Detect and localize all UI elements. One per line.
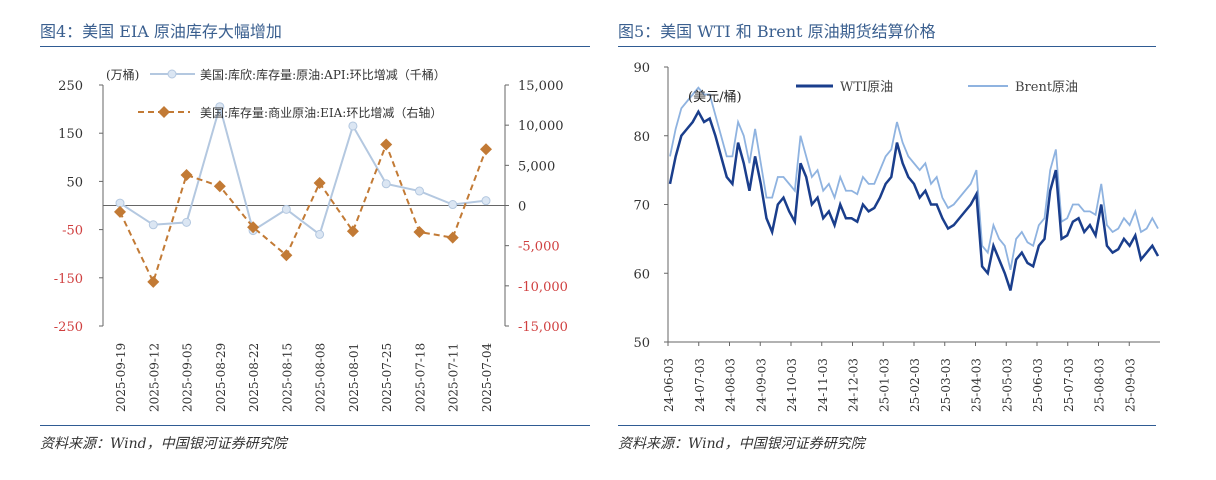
x-tick-label: 2025-07-25	[380, 343, 394, 412]
figure-4: 图4：美国 EIA 原油库存大幅增加 250 150 50 -50 -150 -250 15…	[0, 0, 590, 480]
api-point	[281, 204, 291, 214]
legend-wti-label: WTI原油	[840, 80, 893, 95]
legend-api-label: 美国:库欣:库存量:原油:API:环比增减（千桶）	[200, 67, 446, 82]
figure-5: 图5：美国 WTI 和 Brent 原油期货结算价格 90 80 70 60 50 24-…	[578, 0, 1216, 480]
x-tick-label: 24-11-03	[816, 358, 830, 412]
x-tick-label: 2025-07-11	[447, 343, 461, 412]
unit-label: (美元/桶)	[688, 90, 742, 105]
x-tick-label: 2025-09-05	[181, 343, 195, 412]
legend-eia-label: 美国:库存量:商业原油:EIA:环比增减（右轴）	[200, 105, 442, 120]
api-point	[148, 220, 158, 230]
y-left-tick-label: -250	[54, 320, 83, 335]
x-tick-label: 24-07-03	[693, 358, 707, 412]
y-right-tick-label: -5,000	[518, 240, 560, 255]
eia-point	[147, 275, 160, 288]
api-point	[182, 217, 192, 227]
source-note: 资料来源：Wind，中国银河证券研究院	[618, 436, 865, 452]
y-left-tick-label: 150	[58, 127, 83, 142]
unit-label: (万桶)	[106, 67, 139, 82]
y-tick-label: 70	[633, 199, 650, 214]
eia-point	[313, 177, 326, 190]
eia-inventory-chart: 250 150 50 -50 -150 -250 15,000 10,000 5,000 0 -5,…	[54, 67, 568, 412]
chart-title: 图5：美国 WTI 和 Brent 原油期货结算价格	[618, 22, 936, 41]
x-tick-label: 25-04-03	[970, 358, 984, 412]
x-tick-label: 2025-08-22	[247, 343, 261, 412]
api-point	[348, 121, 358, 131]
eia-point	[346, 225, 359, 238]
brent-line	[669, 86, 1159, 271]
y-tick-label: 90	[633, 61, 650, 76]
y-right-tick-label: -15,000	[518, 320, 568, 335]
y-right-tick-label: 15,000	[518, 79, 564, 94]
y-left-tick-label: -150	[54, 272, 83, 287]
api-point	[448, 200, 458, 210]
x-tick-label: 25-09-03	[1123, 358, 1137, 412]
eia-point	[180, 168, 193, 181]
eia-point	[213, 180, 226, 193]
divider	[618, 425, 1156, 426]
x-tick-label: 25-01-03	[877, 358, 891, 412]
eia-point	[413, 226, 426, 239]
api-point	[115, 198, 125, 208]
x-tick-label: 25-07-03	[1062, 358, 1076, 412]
y-right-tick-label: 10,000	[518, 119, 564, 134]
x-tick-label: 24-09-03	[754, 358, 768, 412]
x-tick-label: 25-05-03	[1000, 358, 1014, 412]
x-tick-label: 24-10-03	[785, 358, 799, 412]
eia-series-line	[119, 141, 487, 285]
oil-price-chart: 90 80 70 60 50 24-06-03 24-07-03 24-08-03 24-09-…	[633, 61, 1160, 412]
x-tick-label: 24-06-03	[662, 358, 676, 412]
y-right-tick-label: -10,000	[518, 280, 568, 295]
x-tick-label: 2025-08-08	[314, 343, 328, 412]
chart-title: 图4：美国 EIA 原油库存大幅增加	[40, 22, 282, 41]
x-tick-label: 25-06-03	[1031, 358, 1045, 412]
eia-point	[446, 231, 459, 244]
y-tick-label: 80	[633, 130, 650, 145]
x-tick-label: 2025-08-29	[214, 343, 228, 412]
divider	[40, 425, 590, 426]
y-tick-label: 50	[633, 336, 650, 351]
eia-point	[380, 138, 393, 151]
source-note: 资料来源：Wind，中国银河证券研究院	[40, 436, 287, 452]
divider	[40, 46, 590, 47]
y-right-tick-label: 0	[518, 200, 526, 215]
eia-point	[280, 249, 293, 262]
legend-brent-label: Brent原油	[1015, 80, 1078, 95]
api-series-line	[119, 102, 487, 237]
api-point	[315, 229, 325, 239]
x-tick-label: 2025-09-19	[114, 343, 128, 412]
y-right-tick-label: 5,000	[518, 159, 555, 174]
x-tick-label: 2025-09-12	[147, 343, 161, 412]
wti-line	[668, 109, 1160, 291]
y-left-tick-label: -50	[62, 224, 83, 239]
x-tick-label: 2025-07-18	[413, 343, 427, 412]
x-tick-label: 2025-08-01	[347, 343, 361, 412]
x-tick-label: 2025-08-15	[280, 343, 294, 412]
eia-point	[114, 205, 126, 218]
x-tick-label: 2025-07-04	[480, 342, 494, 412]
eia-point	[480, 143, 492, 156]
legend-api-marker	[167, 69, 177, 79]
x-tick-label: 25-08-03	[1093, 358, 1107, 412]
divider	[618, 46, 1156, 47]
x-tick-label: 24-08-03	[724, 358, 738, 412]
api-point	[414, 186, 424, 196]
x-tick-label: 25-03-03	[939, 358, 953, 412]
y-left-tick-label: 50	[66, 175, 83, 190]
y-tick-label: 60	[633, 267, 650, 282]
api-point	[215, 102, 225, 112]
api-point	[381, 179, 391, 189]
eia-point	[247, 221, 260, 234]
api-point	[481, 196, 491, 206]
x-tick-label: 24-12-03	[847, 358, 861, 412]
legend-eia-marker	[158, 106, 170, 118]
y-left-tick-label: 250	[58, 79, 83, 94]
x-tick-label: 25-02-03	[908, 358, 922, 412]
